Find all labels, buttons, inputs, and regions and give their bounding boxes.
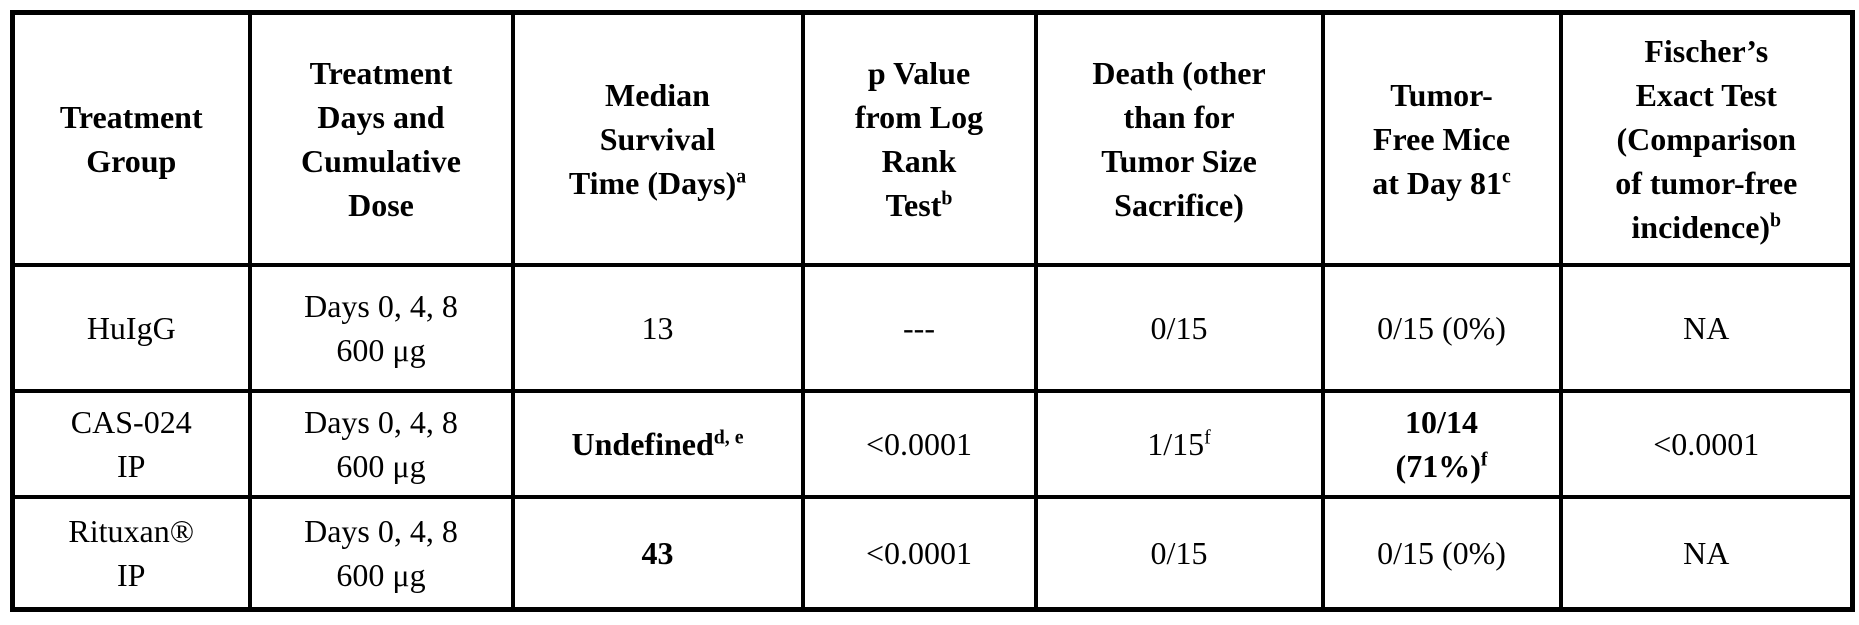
header-cell-treatment-days-cumulative-dose: Treatment Days and Cumulative Dose [247,10,515,267]
table-row-cas-024-ip: CAS-024 IP Days 0, 4, 8 600 μg Undefinedd, e… [10,388,1855,499]
footnote-superscript: d, e [713,425,744,448]
cell-rituxan-ip-p-value-log-rank: <0.0001 [800,494,1038,612]
cell-line: 600 μg [336,556,426,593]
cell-line: Rituxan® [68,512,195,549]
cell-line: of tumor-free [1615,164,1798,201]
cell-line: 13 [641,309,674,346]
cell-huigg-treatment-days-cumulative-dose: Days 0, 4, 8 600 μg [247,262,515,393]
cell-rituxan-ip-fischers-exact-test: NA [1558,494,1855,612]
cell-line: 1/15f [1147,425,1211,462]
cell-huigg-treatment-group: HuIgG [10,262,252,393]
table-row-huigg: HuIgG Days 0, 4, 8 600 μg 13 --- 0/15 0/15 (0%… [10,262,1855,393]
cell-line: (71%)f [1395,447,1488,484]
cell-rituxan-ip-death-other-than-tumor-size-sacrifice: 0/15 [1033,494,1325,612]
header-cell-death-other-than-tumor-size-sacrifice: Death (other than for Tumor Size Sacrifice) [1033,10,1325,267]
header-cell-p-value-log-rank: p Value from Log Rank Testb [800,10,1038,267]
table-header: Treatment Group Treatment Days and Cumulativ… [10,10,1855,267]
cell-line: CAS-024 [70,403,192,440]
footnote-superscript: c [1501,165,1511,188]
cell-line: Tumor Size [1101,142,1257,179]
cell-line: <0.0001 [865,425,973,462]
cell-rituxan-ip-tumor-free-mice-day-81: 0/15 (0%) [1320,494,1563,612]
cell-line: IP [117,447,146,484]
cell-cas-024-ip-fischers-exact-test: <0.0001 [1558,388,1855,499]
cell-line: NA [1683,309,1730,346]
cell-line: 43 [641,534,674,571]
cell-line: 600 μg [336,447,426,484]
table-body: HuIgG Days 0, 4, 8 600 μg 13 --- 0/15 0/15 (0%… [10,262,1855,612]
footnote-superscript: f [1480,447,1488,470]
cell-line: p Value [867,54,971,91]
cell-line: 10/14 [1405,403,1478,440]
header-cell-tumor-free-mice-day-81: Tumor- Free Mice at Day 81c [1320,10,1563,267]
table-row-rituxan-ip: Rituxan® IP Days 0, 4, 8 600 μg 43 <0.0001 0/1… [10,494,1855,612]
cell-line: Dose [348,186,414,223]
cell-cas-024-ip-treatment-group: CAS-024 IP [10,388,252,499]
cell-line: Days 0, 4, 8 [304,512,458,549]
footnote-superscript: f [1204,425,1211,448]
cell-line: NA [1683,534,1730,571]
cell-line: Cumulative [301,142,461,179]
cell-line: Sacrifice) [1114,186,1244,223]
cell-line: from Log [854,98,984,135]
cell-line: Time (Days)a [568,164,747,201]
cell-line: 0/15 (0%) [1377,309,1506,346]
cell-line: <0.0001 [865,534,973,571]
cell-line: (Comparison [1616,120,1797,157]
cell-line: Tumor- [1390,76,1493,113]
cell-line: <0.0001 [1653,425,1760,462]
header-cell-median-survival-time: Median Survival Time (Days)a [510,10,805,267]
cell-line: 0/15 [1150,534,1208,571]
cell-huigg-death-other-than-tumor-size-sacrifice: 0/15 [1033,262,1325,393]
cell-huigg-fischers-exact-test: NA [1558,262,1855,393]
cell-line: Days 0, 4, 8 [304,287,458,324]
header-row: Treatment Group Treatment Days and Cumulativ… [10,10,1855,267]
header-cell-treatment-group: Treatment Group [10,10,252,267]
cell-cas-024-ip-tumor-free-mice-day-81: 10/14 (71%)f [1320,388,1563,499]
cell-line: at Day 81c [1372,164,1511,201]
cell-huigg-p-value-log-rank: --- [800,262,1038,393]
cell-line: Days and [317,98,445,135]
cell-line: Rank [881,142,957,179]
cell-line: 0/15 (0%) [1377,534,1506,571]
cell-line: Treatment [309,54,453,91]
treatment-efficacy-table: Treatment Group Treatment Days and Cumulativ… [10,10,1855,612]
cell-huigg-tumor-free-mice-day-81: 0/15 (0%) [1320,262,1563,393]
cell-rituxan-ip-treatment-group: Rituxan® IP [10,494,252,612]
cell-huigg-median-survival-time: 13 [510,262,805,393]
cell-line: Treatment [59,98,203,135]
cell-line: Undefinedd, e [571,425,744,462]
cell-line: 600 μg [336,331,426,368]
footnote-superscript: b [941,187,953,210]
cell-line: 0/15 [1150,309,1208,346]
cell-cas-024-ip-death-other-than-tumor-size-sacrifice: 1/15f [1033,388,1325,499]
cell-line: Testb [885,186,953,223]
cell-cas-024-ip-median-survival-time: Undefinedd, e [510,388,805,499]
cell-line: incidence)b [1631,208,1782,245]
cell-line: Free Mice [1372,120,1511,157]
footnote-superscript: a [736,165,747,188]
footnote-superscript: b [1770,209,1782,232]
cell-line: than for [1123,98,1235,135]
cell-line: Median [605,76,710,113]
cell-line: HuIgG [86,309,176,346]
cell-line: IP [117,556,146,593]
cell-line: Group [86,142,177,179]
cell-line: Days 0, 4, 8 [304,403,458,440]
cell-rituxan-ip-median-survival-time: 43 [510,494,805,612]
cell-rituxan-ip-treatment-days-cumulative-dose: Days 0, 4, 8 600 μg [247,494,515,612]
cell-line: --- [903,309,935,346]
cell-line: Survival [599,120,716,157]
header-cell-fischers-exact-test: Fischer’s Exact Test (Comparison of tumor-f… [1558,10,1855,267]
cell-line: Exact Test [1635,76,1777,113]
cell-line: Death (other [1092,54,1266,91]
cell-cas-024-ip-p-value-log-rank: <0.0001 [800,388,1038,499]
cell-line: Fischer’s [1644,32,1769,69]
cell-cas-024-ip-treatment-days-cumulative-dose: Days 0, 4, 8 600 μg [247,388,515,499]
